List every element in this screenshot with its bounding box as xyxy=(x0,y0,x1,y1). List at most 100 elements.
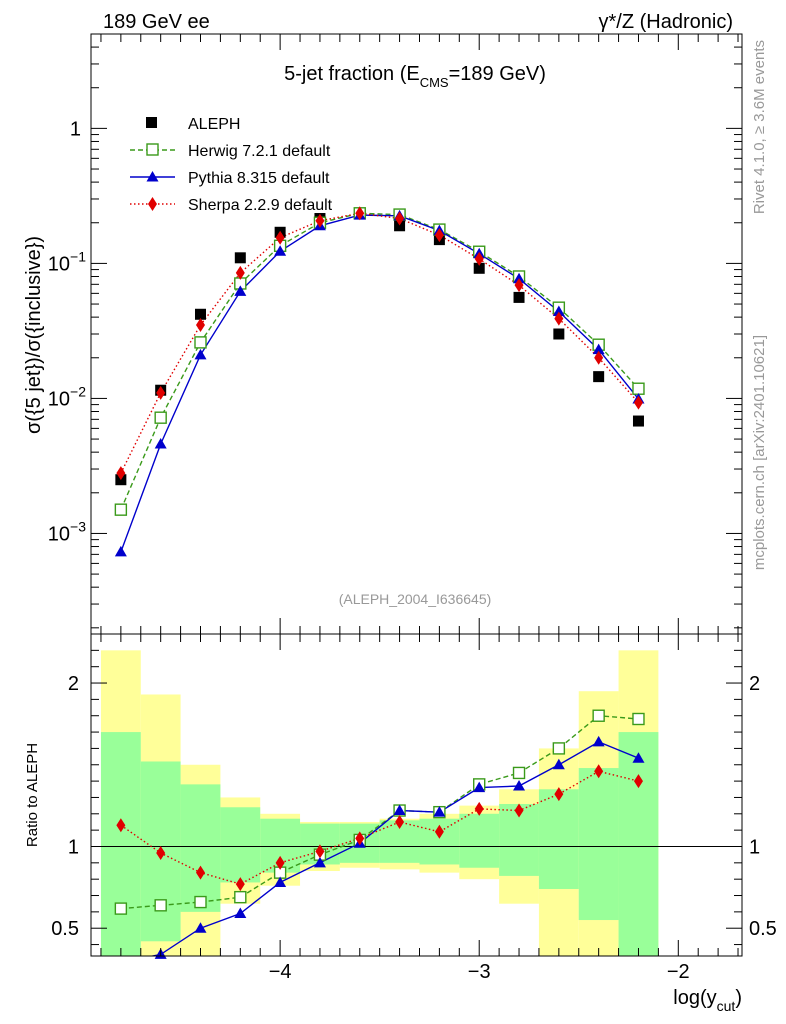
ratio-y-tick-label-left: 0.5 xyxy=(51,918,79,940)
main-point-sherpa xyxy=(514,278,524,293)
main-point-herwig xyxy=(194,336,207,349)
main-point-herwig xyxy=(632,382,645,395)
analysis-watermark: (ALEPH_2004_I636645) xyxy=(339,591,492,607)
ratio-point-pythia xyxy=(473,781,486,793)
ratio-point-sherpa xyxy=(594,764,604,779)
legend-label-pythia: Pythia 8.315 default xyxy=(188,170,330,187)
ratio-x-tick-labels: −4 −3 −2 xyxy=(269,961,690,983)
ratio-x-tick-label: −4 xyxy=(269,961,292,983)
main-point-pythia xyxy=(234,285,247,296)
main-point-sherpa xyxy=(594,350,604,365)
main-point-data xyxy=(513,291,525,303)
ratio-y-axis-label: Ratio to ALEPH xyxy=(24,743,41,847)
ratio-point-herwig xyxy=(234,890,247,904)
legend-marker-sherpa xyxy=(148,197,157,211)
main-point-sherpa xyxy=(554,311,564,326)
ratio-frame xyxy=(90,633,743,957)
main-point-herwig xyxy=(154,411,167,424)
main-point-pythia xyxy=(194,348,207,360)
mcplots-citation-label: mcplots.cern.ch [arXiv:2401.10621] xyxy=(751,335,768,570)
main-point-sherpa xyxy=(474,251,484,266)
main-point-sherpa xyxy=(355,206,365,221)
ratio-point-sherpa xyxy=(315,844,325,859)
ratio-series xyxy=(114,709,645,959)
ratio-y-tick-label-left: 1 xyxy=(68,836,79,858)
ratio-line-sherpa xyxy=(120,770,639,885)
main-point-sherpa xyxy=(315,213,325,228)
ratio-point-sherpa xyxy=(554,787,564,802)
main-point-herwig xyxy=(114,503,128,516)
legend-label-herwig: Herwig 7.2.1 default xyxy=(188,143,331,160)
main-point-sherpa xyxy=(633,395,643,410)
ratio-band-inner xyxy=(618,732,659,956)
main-point-sherpa xyxy=(116,466,126,481)
ratio-band-inner xyxy=(459,813,500,868)
main-point-data xyxy=(394,220,406,232)
main-axis-ticks xyxy=(91,33,742,634)
legend-label-sherpa: Sherpa 2.2.9 default xyxy=(188,197,333,214)
main-point-pythia xyxy=(513,272,526,284)
ratio-point-sherpa xyxy=(633,774,643,789)
main-point-sherpa xyxy=(156,385,166,400)
ratio-point-sherpa xyxy=(116,818,126,833)
ratio-point-sherpa xyxy=(156,846,166,861)
ratio-point-pythia xyxy=(393,804,406,816)
ratio-point-pythia xyxy=(194,922,207,933)
ratio-point-pythia xyxy=(632,752,645,763)
main-y-tick-labels: 10−3 10−2 10−1 1 xyxy=(48,118,86,545)
ratio-x-tick-label: −2 xyxy=(667,961,690,983)
main-y-axis-label: σ({5 jet})/σ({inclusive}) xyxy=(23,236,45,434)
ratio-point-sherpa xyxy=(235,877,245,892)
main-point-data xyxy=(234,252,246,264)
legend-marker-pythia xyxy=(146,171,159,182)
main-point-data xyxy=(553,328,565,340)
ratio-y-tick-label-right: 1 xyxy=(749,836,760,858)
ratio-band-inner xyxy=(180,784,221,912)
ratio-bands xyxy=(100,650,659,956)
main-line-pythia xyxy=(120,214,640,553)
ratio-point-sherpa xyxy=(514,803,524,818)
ratio-point-sherpa xyxy=(195,865,205,880)
ratio-band-inner xyxy=(220,807,261,883)
title-sub: CMS xyxy=(420,75,449,90)
title-pre: 5-jet fraction (E xyxy=(284,63,420,85)
main-line-herwig xyxy=(120,212,640,510)
ratio-point-sherpa xyxy=(275,855,285,870)
ratio-y-tick-label-left: 2 xyxy=(68,673,79,695)
ratio-y-tick-label-right: 0.5 xyxy=(749,918,777,940)
main-point-data xyxy=(593,371,605,383)
legend-label-aleph: ALEPH xyxy=(188,116,240,133)
ratio-x-tick-label: −3 xyxy=(468,961,491,983)
ratio-point-herwig xyxy=(154,899,167,912)
ratio-line-pythia xyxy=(149,741,639,956)
ratio-point-sherpa xyxy=(395,814,405,829)
legend: ALEPH Herwig 7.2.1 default Pythia 8.315 … xyxy=(130,116,333,214)
main-point-sherpa xyxy=(235,265,245,280)
ratio-point-sherpa xyxy=(434,824,444,839)
ratio-point-pythia xyxy=(513,780,526,791)
main-y-tick-label: 1 xyxy=(70,118,81,140)
ratio-band-inner xyxy=(578,768,619,921)
ratio-point-herwig xyxy=(512,766,526,780)
main-point-sherpa xyxy=(275,230,285,245)
ratio-point-pythia xyxy=(592,735,605,747)
main-point-pythia xyxy=(274,245,287,256)
ratio-point-sherpa xyxy=(355,831,365,846)
legend-marker-aleph xyxy=(146,117,157,128)
main-point-data xyxy=(194,308,206,320)
ratio-point-herwig xyxy=(114,902,128,915)
main-y-tick-label: 10−2 xyxy=(48,383,86,410)
main-point-pythia xyxy=(114,545,127,557)
ratio-point-herwig xyxy=(592,709,605,722)
main-series xyxy=(114,206,645,557)
main-point-data xyxy=(473,262,485,274)
rivet-version-label: Rivet 4.1.0, ≥ 3.6M events xyxy=(751,40,768,214)
main-point-sherpa xyxy=(395,211,405,226)
x-axis-label: log(ycut) xyxy=(673,987,742,1014)
ratio-point-pythia xyxy=(274,876,287,887)
ratio-y-tick-label-right: 2 xyxy=(749,673,760,695)
title-post: =189 GeV) xyxy=(449,63,546,85)
ratio-point-pythia xyxy=(234,907,247,919)
